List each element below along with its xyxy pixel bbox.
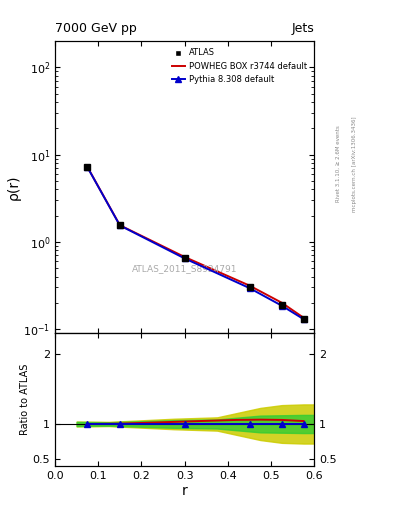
X-axis label: r: r xyxy=(182,483,187,498)
Text: Jets: Jets xyxy=(292,22,314,35)
Text: 7000 GeV pp: 7000 GeV pp xyxy=(55,22,137,35)
Legend: ATLAS, POWHEG BOX r3744 default, Pythia 8.308 default: ATLAS, POWHEG BOX r3744 default, Pythia … xyxy=(169,45,310,87)
Y-axis label: ρ(r): ρ(r) xyxy=(6,174,20,200)
Text: ATLAS_2011_S8924791: ATLAS_2011_S8924791 xyxy=(132,264,237,273)
Text: Rivet 3.1.10, ≥ 2.6M events: Rivet 3.1.10, ≥ 2.6M events xyxy=(336,125,341,202)
Text: mcplots.cern.ch [arXiv:1306.3436]: mcplots.cern.ch [arXiv:1306.3436] xyxy=(352,116,357,211)
Y-axis label: Ratio to ATLAS: Ratio to ATLAS xyxy=(20,364,30,435)
